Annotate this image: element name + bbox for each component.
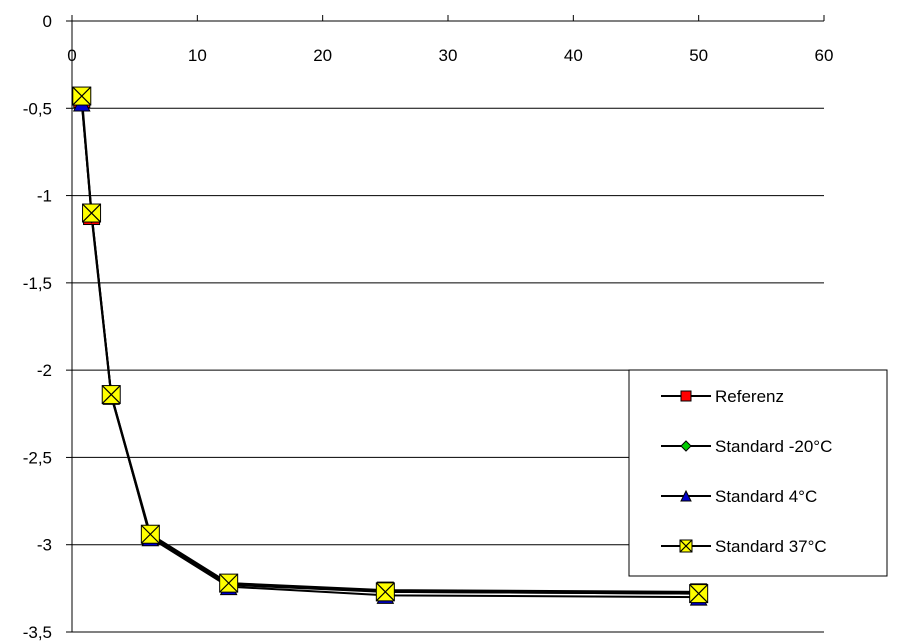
- series-line: [80, 95, 699, 595]
- data-point-cross: [82, 203, 101, 223]
- data-point: [219, 573, 239, 593]
- legend-label: Standard 37°C: [715, 537, 827, 556]
- data-point-cross: [101, 385, 121, 405]
- series-line: [80, 101, 699, 595]
- y-tick-label: -2,5: [23, 448, 52, 467]
- y-tick-label: -3: [37, 536, 52, 555]
- data-point: [680, 390, 692, 402]
- data-point: [679, 539, 693, 553]
- data-point-cross: [219, 573, 239, 593]
- gridlines: [72, 107, 824, 633]
- data-point: [680, 440, 692, 452]
- y-tick-label: -1,5: [23, 274, 52, 293]
- data-point: [101, 385, 121, 405]
- data-point: [689, 584, 709, 604]
- data-point-cross: [72, 86, 92, 106]
- x-tick-label: 0: [67, 46, 76, 65]
- data-point-cross: [375, 582, 395, 602]
- y-tick-label: 0: [43, 12, 52, 31]
- data-point: [375, 582, 395, 602]
- data-point: [82, 203, 102, 223]
- legend-label: Standard 4°C: [715, 487, 817, 506]
- legend-box: [628, 369, 888, 577]
- x-tick-label: 60: [815, 46, 834, 65]
- x-tick-label: 50: [689, 46, 708, 65]
- data-point-cross: [679, 539, 693, 553]
- legend-label: Referenz: [715, 387, 784, 406]
- x-tick-label: 40: [564, 46, 583, 65]
- data-point: [680, 489, 692, 502]
- data-point-cross: [689, 584, 709, 604]
- series-line: [80, 102, 699, 599]
- data-point-cross: [140, 524, 160, 544]
- x-tick-label: 20: [313, 46, 332, 65]
- y-tick-label: -3,5: [23, 623, 52, 642]
- axes: 0 -0,5 -1 -1,5 -2 -2,5 -3 -3,5 0 10 20 30 40 50 60: [23, 12, 834, 642]
- y-tick-label: -0,5: [23, 99, 52, 118]
- series-line: [80, 99, 699, 593]
- y-tick-label: -2: [37, 361, 52, 380]
- data-point: [140, 524, 160, 544]
- legend: Referenz Standard -20°C Standard 4°C Standa…: [628, 369, 888, 577]
- x-tick-label: 30: [439, 46, 458, 65]
- y-tick-label: -1: [37, 187, 52, 206]
- legend-label: Standard -20°C: [715, 437, 832, 456]
- x-tick-label: 10: [188, 46, 207, 65]
- data-point: [72, 86, 92, 106]
- series-layer: [72, 86, 709, 606]
